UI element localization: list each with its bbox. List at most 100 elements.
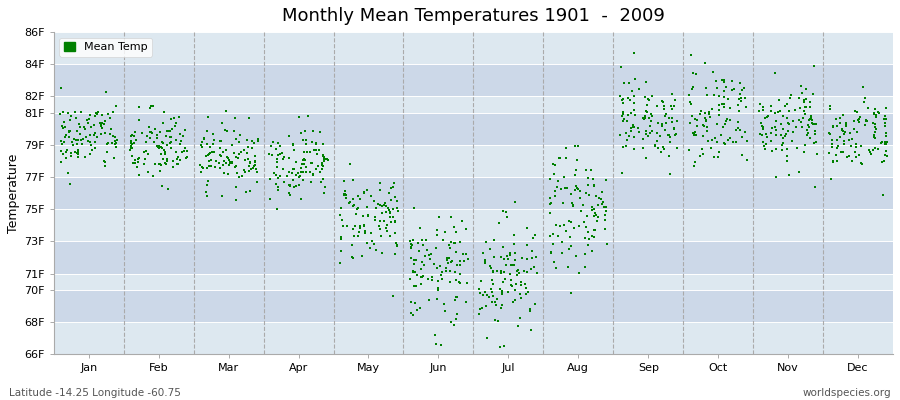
Point [110, 137, 124, 144]
Point [524, 265, 538, 272]
Point [729, 139, 743, 146]
Point [561, 264, 575, 270]
Point [830, 144, 844, 151]
Point [159, 158, 174, 164]
Point [94, 122, 108, 128]
Point [446, 322, 461, 328]
Point [318, 184, 332, 190]
Point [228, 164, 242, 170]
Point [445, 258, 459, 264]
Point [109, 144, 123, 150]
Point [590, 218, 604, 224]
Point [411, 240, 426, 246]
Point [578, 264, 592, 270]
Point [379, 225, 393, 232]
Point [770, 132, 784, 138]
Point [664, 118, 679, 125]
Point [160, 156, 175, 162]
Point [416, 272, 430, 279]
Point [850, 117, 865, 124]
Point [803, 103, 817, 110]
Point [350, 233, 365, 239]
Point [833, 134, 848, 140]
Point [156, 139, 170, 146]
Point [830, 158, 844, 164]
Point [621, 80, 635, 86]
Point [220, 154, 234, 160]
Point [270, 206, 284, 212]
Point [342, 200, 356, 206]
Point [201, 114, 215, 120]
Point [438, 228, 453, 235]
Point [757, 143, 771, 150]
Point [217, 158, 231, 164]
Point [156, 120, 170, 126]
Point [199, 188, 213, 195]
Point [334, 205, 348, 211]
Point [488, 299, 502, 306]
Point [228, 114, 242, 121]
Point [615, 97, 629, 104]
Point [161, 186, 176, 192]
Point [304, 178, 319, 185]
Point [431, 286, 446, 293]
Point [139, 148, 153, 154]
Point [716, 77, 730, 84]
Point [712, 107, 726, 114]
Point [124, 144, 139, 151]
Point [670, 118, 684, 124]
Point [477, 258, 491, 265]
Point [688, 132, 703, 138]
Point [420, 247, 435, 254]
Point [194, 164, 209, 170]
Point [688, 116, 702, 123]
Point [801, 130, 815, 136]
Point [411, 248, 426, 255]
Point [299, 169, 313, 175]
Point [388, 218, 402, 224]
Point [216, 162, 230, 168]
Point [867, 132, 881, 138]
Point [75, 140, 89, 147]
Point [438, 308, 453, 314]
Point [108, 138, 122, 144]
Point [59, 147, 74, 154]
Point [219, 108, 233, 114]
Bar [54, 322, 893, 354]
Point [667, 102, 681, 109]
Point [798, 104, 813, 110]
Point [414, 281, 428, 288]
Point [663, 171, 678, 178]
Point [515, 255, 529, 261]
Point [207, 136, 221, 143]
Point [507, 262, 521, 268]
Point [853, 143, 868, 149]
Point [356, 223, 371, 230]
Point [220, 127, 234, 134]
Text: Latitude -14.25 Longitude -60.75: Latitude -14.25 Longitude -60.75 [9, 388, 181, 398]
Point [598, 212, 613, 218]
Point [63, 117, 77, 124]
Point [874, 139, 888, 145]
Point [588, 227, 602, 234]
Point [163, 140, 177, 147]
Point [343, 161, 357, 167]
Point [756, 107, 770, 114]
Point [497, 256, 511, 262]
Point [124, 143, 139, 149]
Point [570, 185, 584, 191]
Point [877, 158, 891, 165]
Point [549, 222, 563, 228]
Point [375, 210, 390, 217]
Point [444, 259, 458, 265]
Point [682, 92, 697, 98]
Point [88, 130, 103, 136]
Point [651, 145, 665, 151]
Point [507, 232, 521, 239]
Point [360, 204, 374, 210]
Point [833, 148, 848, 155]
Point [847, 126, 861, 133]
Point [826, 123, 841, 129]
Point [238, 157, 252, 163]
Point [172, 114, 186, 120]
